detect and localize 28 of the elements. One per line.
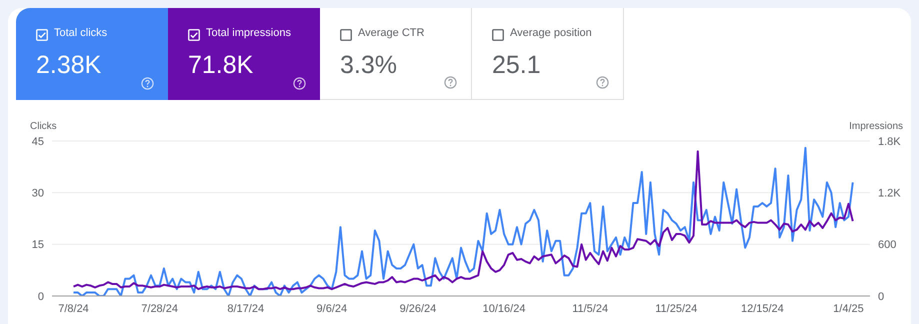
x-tick-label: 1/4/25 <box>833 302 864 315</box>
text: 25.1 <box>492 51 541 80</box>
y2-tick-label: 1.8K <box>878 136 902 148</box>
x-tick-label: 7/28/24 <box>141 302 178 315</box>
y2-tick-label: 600 <box>878 239 896 252</box>
y-tick-label: 0 <box>38 290 44 303</box>
x-tick-label: 10/16/24 <box>482 302 526 315</box>
y2-axis-title: Impressions <box>849 121 903 132</box>
text: Total clicks <box>54 27 108 39</box>
text: 71.8K <box>188 51 254 80</box>
x-tick-label: 7/8/24 <box>58 302 89 315</box>
x-tick-label: 8/17/24 <box>227 302 264 315</box>
x-tick-label: 11/5/24 <box>572 302 608 315</box>
text: Average CTR <box>358 27 424 39</box>
y-tick-label: 45 <box>32 136 44 148</box>
x-tick-label: 11/25/24 <box>655 302 698 315</box>
x-tick-label: 12/15/24 <box>740 302 784 315</box>
text: 3.3% <box>340 51 397 80</box>
text: 2.38K <box>36 51 102 80</box>
text: Total impressions <box>206 27 291 39</box>
x-tick-label: 9/26/24 <box>400 302 436 315</box>
x-tick-label: 9/6/24 <box>316 302 348 315</box>
y-axis-title: Clicks <box>30 121 57 132</box>
y-tick-label: 15 <box>32 239 44 252</box>
y-tick-label: 30 <box>32 188 44 200</box>
y2-tick-label: 0 <box>878 290 884 303</box>
y2-tick-label: 1.2K <box>878 188 902 200</box>
text: Average position <box>510 27 592 39</box>
